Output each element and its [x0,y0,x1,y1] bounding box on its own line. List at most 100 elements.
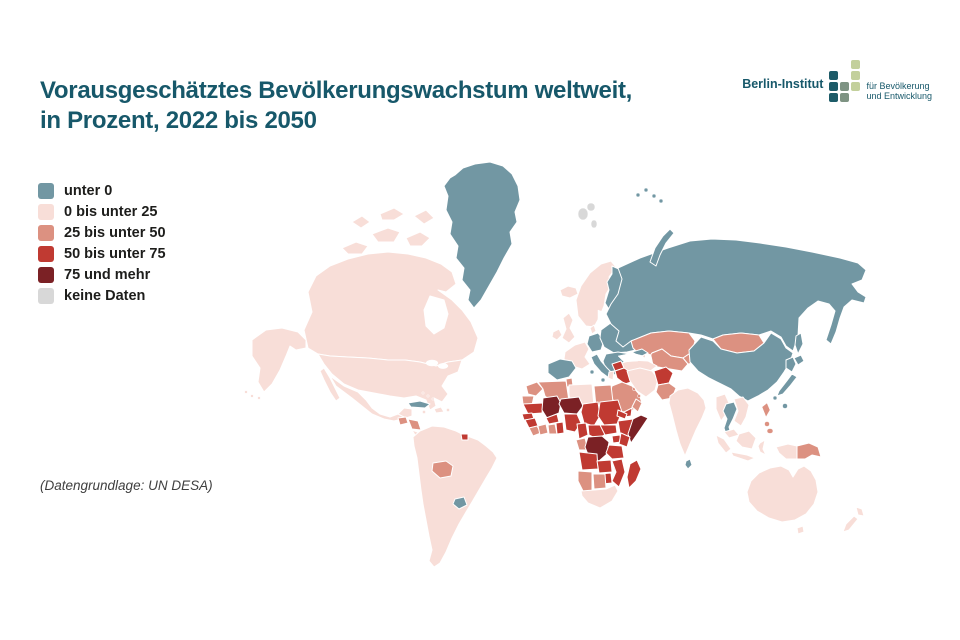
map-region-chad [580,401,601,427]
map-region-sri-lanka [684,458,693,470]
map-region-mexico [319,367,413,422]
map-region-japan [772,354,805,401]
map-region-mauritania [522,402,544,415]
map-region-arctic-islands [341,207,435,255]
map-region-togo-benin [555,421,565,435]
legend-item-25-50: 25 bis unter 50 [38,222,166,243]
map-region-tanzania [605,444,625,460]
map-region-sulawesi [757,439,767,456]
map-region-iceland [559,285,579,299]
data-source-note: (Datengrundlage: UN DESA) [40,478,213,493]
map-region-russia [605,238,867,352]
map-region-indonesia-papua [775,443,798,460]
map-region-south-korea [785,356,797,373]
map-region-namibia [577,470,593,492]
legend-item-keine-daten: keine Daten [38,285,166,306]
logo-tagline-line1: für Bevölkerung [866,81,930,91]
map-region-burkina-faso [545,413,560,425]
map-region-bolivia [431,460,454,479]
map-region-south-sudan [599,424,618,436]
logo-squares-icon [829,60,861,102]
map-region-morocco [525,381,544,397]
map-region-zambia [596,459,613,474]
berlin-institut-logo: Berlin-Institut für Bevölkerung und Entw… [742,60,932,102]
map-region-vietnam-laos-cambodia [733,396,750,427]
map-region-tasmania [796,525,805,535]
page-title: Vorausgeschätztes Bevölkerungswachstum w… [40,76,632,136]
map-region-australia [746,465,819,523]
legend-label-25-50: 25 bis unter 50 [64,224,166,241]
map-region-south-africa [580,484,619,509]
baltic-sea-water [596,309,606,331]
legend-label-75-plus: 75 und mehr [64,266,151,283]
legend-item-0-25: 0 bis unter 25 [38,201,166,222]
map-region-jordan-israel [607,370,615,381]
legend-label-keine-daten: keine Daten [64,287,146,304]
map-region-angola [578,451,599,471]
legend-label-50-75: 50 bis unter 75 [64,245,166,262]
map-region-taiwan [782,403,788,409]
legend-swatch-75-plus [38,266,54,283]
legend-label-0-25: 0 bis unter 25 [64,203,158,220]
legend-swatch-unter-0 [38,182,54,199]
map-region-jamaica [422,410,426,414]
map-region-franz-josef-land [635,187,664,204]
hudson-bay-water [423,295,449,335]
page-title-line2: in Prozent, 2022 bis 2050 [40,107,317,134]
map-region-mozambique [611,458,626,488]
map-region-uruguay [452,496,468,510]
map-region-madagascar [626,459,642,489]
map-region-uk [561,312,576,344]
map-region-borneo [735,430,757,450]
map-region-bahamas [421,391,435,401]
map-region-hispaniola [433,406,445,414]
map-region-svalbard [577,202,598,229]
legend-item-75-plus: 75 und mehr [38,264,166,285]
map-region-new-zealand [842,506,865,533]
map-region-iran [626,367,659,398]
map-region-french-guiana [460,433,469,441]
map-region-sicily [600,377,606,383]
logo-name: Berlin-Institut [742,77,824,91]
map-region-ireland [551,328,563,341]
map-region-india [668,387,707,457]
map-region-somalia [627,414,649,444]
legend-swatch-25-50 [38,224,54,241]
legend-swatch-keine-daten [38,287,54,304]
map-region-iberia [547,358,577,381]
map-region-aleutians [244,390,261,400]
map-region-cameroon [576,422,589,440]
map-region-puerto-rico [446,408,450,412]
map-region-ghana [547,423,558,435]
map-region-mali [541,395,562,419]
map-region-novaya-zemlya [649,228,675,267]
legend-swatch-0-25 [38,203,54,220]
great-lakes-water [425,359,449,369]
page-title-line1: Vorausgeschätztes Bevölkerungswachstum w… [40,77,633,104]
map-region-niger [558,396,584,415]
map-region-eritrea [616,409,628,420]
map-region-guatemala [397,416,409,426]
map-region-java [730,451,756,462]
legend-label-unter-0: unter 0 [64,182,113,199]
map-region-cote-divoire [537,423,549,436]
map-region-usa [317,353,463,411]
map-region-sardinia [589,369,595,375]
map-region-oman [631,398,643,413]
map-region-greenland [443,161,521,309]
map-region-sumatra [715,434,732,454]
map-region-cuba [407,400,431,409]
legend-swatch-50-75 [38,245,54,262]
map-region-philippines [761,402,774,434]
map-region-sakhalin [794,332,804,355]
legend-item-50-75: 50 bis unter 75 [38,243,166,264]
black-sea-water [617,352,645,363]
map-legend: unter 0 0 bis unter 25 25 bis unter 50 5… [38,180,166,306]
map-region-sudan [597,399,623,426]
map-region-kenya [618,432,631,448]
legend-item-unter-0: unter 0 [38,180,166,201]
logo-tagline: für Bevölkerung und Entwicklung [866,81,932,101]
logo-tagline-line2: und Entwicklung [866,91,932,101]
